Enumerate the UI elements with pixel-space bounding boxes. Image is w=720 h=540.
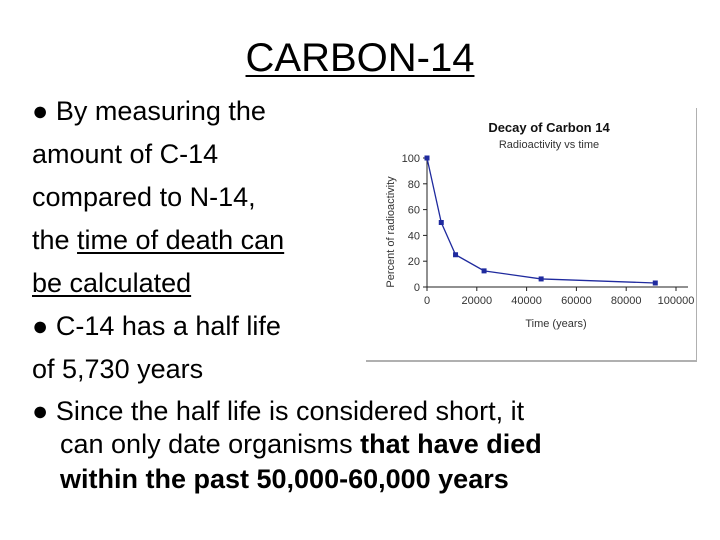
y-tick-label: 0 — [414, 282, 420, 294]
bullet-dot: ● — [32, 96, 49, 126]
bullet-dot: ● — [32, 396, 49, 426]
decay-chart: Decay of Carbon 14 Radioactivity vs time… — [366, 108, 697, 362]
axis-ticks: 0 20 40 60 80 100 0 20000 40000 60000 80000 100000 — [402, 153, 695, 307]
data-point — [438, 220, 444, 225]
data-series — [424, 155, 658, 286]
y-tick-label: 20 — [408, 256, 420, 268]
bullet-dot: ● — [32, 311, 49, 341]
y-tick-label: 80 — [408, 179, 420, 191]
x-tick-label: 100000 — [658, 295, 695, 307]
series-line — [426, 157, 656, 284]
bullet-1-line-4: the time of death can — [32, 225, 285, 255]
bullet-1-line-1: ● By measuring the — [32, 96, 266, 126]
bullet-1-line-2: amount of C-14 — [32, 139, 219, 169]
data-point — [652, 280, 658, 286]
bullet-3-line-3: within the past 50,000-60,000 years — [60, 464, 509, 494]
decay-chart-svg: Decay of Carbon 14 Radioactivity vs time… — [385, 120, 695, 330]
x-tick-label: 20000 — [462, 295, 493, 307]
data-point — [481, 268, 487, 274]
chart-subtitle: Radioactivity vs time — [499, 139, 599, 151]
bullet-3-line-1: ● Since the half life is considered shor… — [32, 396, 525, 426]
bullet-1-line-3: compared to N-14, — [32, 182, 256, 212]
x-tick-label: 40000 — [511, 295, 542, 307]
y-tick-label: 60 — [408, 205, 420, 217]
bullet-2-line-1: ● C-14 has a half life — [32, 311, 281, 341]
data-point — [424, 155, 430, 161]
bullet-2-line-2: of 5,730 years — [32, 354, 204, 384]
chart-title: Decay of Carbon 14 — [488, 120, 610, 135]
slide-title: CARBON-14 — [245, 36, 475, 80]
x-tick-label: 60000 — [561, 295, 592, 307]
x-tick-label: 0 — [424, 295, 430, 307]
y-axis-label: Percent of radioactivity — [385, 176, 397, 288]
data-point — [453, 252, 459, 258]
bullet-3-line-2: can only date organisms that have died — [60, 429, 542, 459]
x-axis-label: Time (years) — [525, 318, 586, 330]
data-point — [538, 276, 544, 282]
bullet-1-line-5: be calculated — [32, 268, 192, 298]
x-tick-label: 80000 — [611, 295, 642, 307]
y-tick-label: 40 — [408, 230, 420, 242]
y-tick-label: 100 — [402, 153, 420, 165]
